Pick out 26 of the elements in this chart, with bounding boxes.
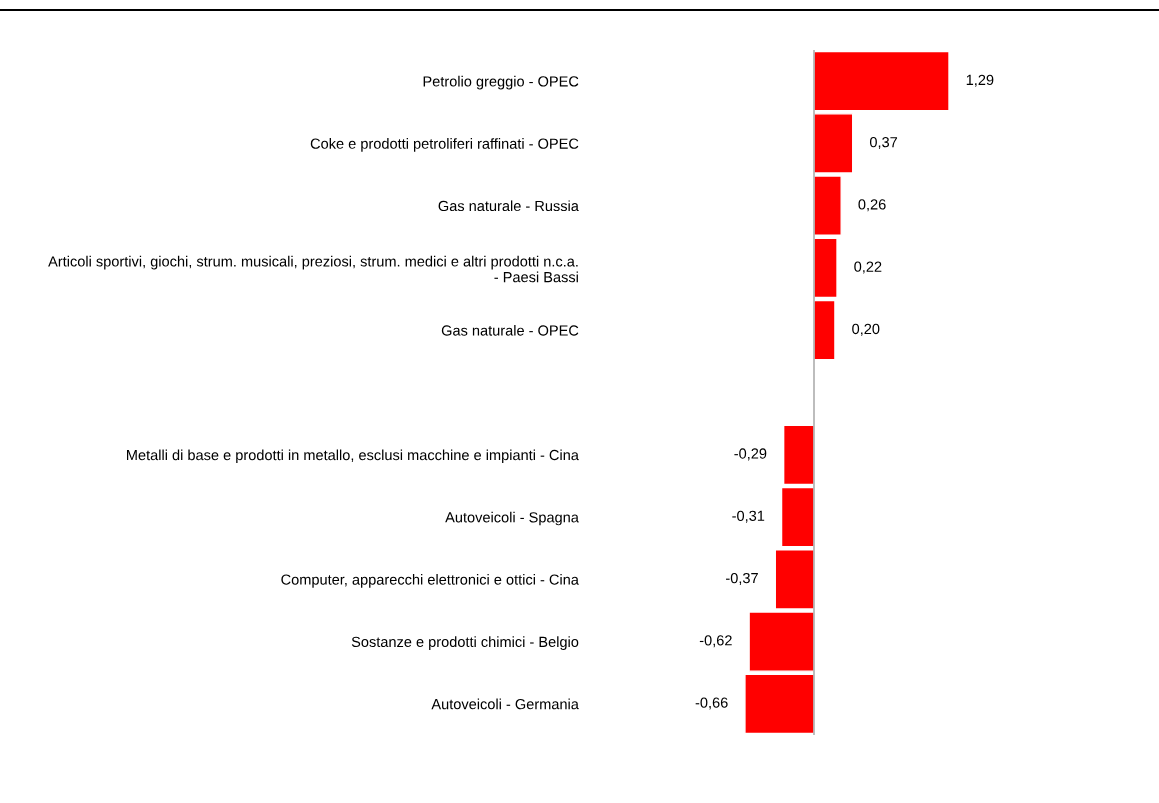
- data-label: -0,37: [726, 572, 758, 585]
- data-label: 0,26: [858, 199, 886, 212]
- y-tick-label: Petrolio greggio - OPEC: [423, 75, 579, 90]
- data-label: -0,62: [699, 635, 732, 648]
- data-label: 0,20: [852, 323, 880, 336]
- bar: [813, 299, 836, 361]
- bar: [813, 50, 950, 112]
- y-tick-label: Articoli sportivi, giochi, strum. musicali, preziosi, strum. medici e altri prodotti n.c.a. - Paesi Bassi: [48, 255, 578, 283]
- y-tick-label: Computer, apparecchi elettronici e ottici - Cina: [281, 574, 579, 588]
- data-label: 0,22: [854, 261, 882, 274]
- bar: [813, 237, 838, 299]
- bar: [782, 424, 815, 486]
- data-label: -0,31: [732, 510, 765, 523]
- data-label: 0,37: [869, 137, 898, 150]
- y-tick-label: Autoveicoli - Germania: [431, 698, 579, 710]
- bar: [744, 673, 815, 735]
- y-tick-label: Gas naturale - Russia: [438, 200, 579, 212]
- y-tick-label: Metalli di base e prodotti in metallo, esclusi macchine e impianti - Cina: [127, 449, 579, 464]
- data-label: -0,66: [695, 697, 728, 710]
- bar: [780, 486, 815, 548]
- data-label: -0,29: [734, 448, 767, 461]
- y-tick-label: Gas naturale - OPEC: [441, 324, 579, 336]
- y-tick-label: Sostanze e prodotti chimici - Belgio: [351, 636, 579, 650]
- y-tick-label: Autoveicoli - Spagna: [445, 511, 579, 526]
- data-label: 1,29: [966, 74, 994, 87]
- y-tick-label: Coke e prodotti petroliferi raffinati - OPEC: [310, 138, 579, 152]
